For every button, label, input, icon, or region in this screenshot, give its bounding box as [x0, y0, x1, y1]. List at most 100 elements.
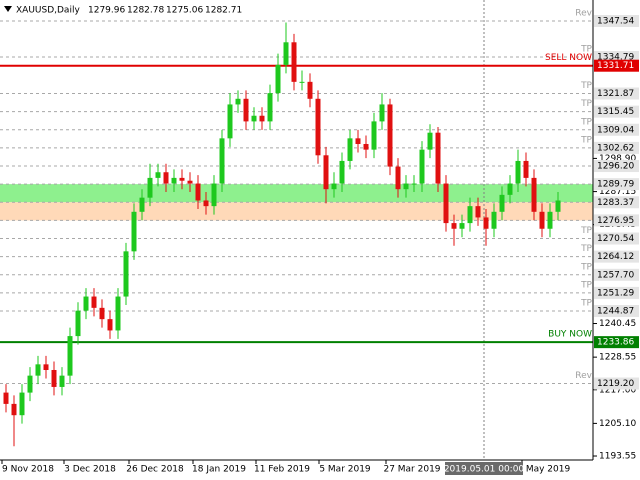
candle-body: [419, 149, 425, 184]
candle-body: [403, 183, 409, 190]
candle-body: [83, 296, 89, 311]
y-tick-label: 1287.15: [599, 187, 636, 197]
level-price-label: 1244.87: [597, 307, 634, 317]
candle-body: [323, 155, 329, 190]
menu-icon[interactable]: [4, 6, 12, 12]
level-price-label: 1321.87: [597, 89, 634, 99]
candle-body: [11, 403, 17, 416]
candle-body: [187, 180, 193, 184]
candle-body: [115, 296, 121, 331]
candle-body: [211, 183, 217, 207]
candle-body: [195, 183, 201, 201]
level-text: BUY NOW: [548, 330, 592, 340]
candle-body: [163, 172, 169, 184]
candle-body: [75, 310, 81, 337]
level-price-label: 1309.04: [597, 125, 634, 135]
candle-body: [379, 104, 385, 122]
level-text: TP: [580, 244, 592, 254]
candle-body: [251, 115, 257, 122]
x-tick-label: 26 Dec 2018: [126, 465, 184, 475]
candle-body: [219, 138, 225, 184]
level-text: TP: [580, 135, 592, 145]
level-price-box: [594, 336, 639, 349]
candle-body: [155, 172, 161, 178]
level-price-box: [594, 377, 639, 390]
level-text: TP: [580, 280, 592, 290]
level-text: TP: [580, 81, 592, 91]
candle-body: [275, 64, 281, 94]
y-tick-label: 1217.00: [599, 385, 636, 395]
candle-body: [203, 200, 209, 207]
ohlc-value: 1275.06: [166, 6, 203, 16]
candle-body: [227, 104, 233, 139]
level-price-box: [594, 286, 639, 299]
candle-body: [371, 121, 377, 150]
level-price-box: [594, 87, 639, 100]
level-price-label: 1264.12: [597, 252, 634, 262]
candle-body: [435, 132, 441, 184]
candle-body: [515, 160, 521, 184]
candle-body: [235, 98, 241, 105]
ohlc-value: 1282.71: [205, 6, 242, 16]
level-price-label: 1219.20: [597, 379, 634, 389]
candle-body: [179, 177, 185, 181]
candle-body: [51, 369, 57, 387]
candle-body: [475, 206, 481, 218]
candle-body: [459, 223, 465, 229]
level-text: Rev: [575, 8, 592, 18]
candle-body: [499, 194, 505, 212]
level-price-label: 1251.29: [597, 288, 634, 298]
symbol: XAUUSD,Daily: [16, 6, 80, 16]
candle-body: [451, 223, 457, 229]
candle-body: [147, 177, 153, 198]
x-tick-label: 5 Mar 2019: [319, 465, 371, 475]
level-price-label: 1347.54: [597, 16, 634, 26]
candle-body: [27, 375, 33, 393]
level-text: TP: [580, 99, 592, 109]
level-text: TP: [580, 226, 592, 236]
level-price-label: 1296.20: [597, 162, 634, 172]
candle-body: [123, 251, 129, 297]
level-text: TP: [580, 117, 592, 127]
x-tick-label: 3 Dec 2018: [64, 465, 116, 475]
level-price-box: [594, 232, 639, 245]
candle-body: [43, 364, 49, 370]
level-price-label: 1331.71: [597, 61, 634, 71]
level-price-label: 1315.45: [597, 107, 634, 117]
candle-body: [59, 375, 65, 387]
candle-body: [19, 392, 25, 416]
candle-body: [291, 42, 297, 82]
candle-body: [355, 138, 361, 144]
candle-body: [139, 197, 145, 212]
candle-body: [427, 132, 433, 150]
level-text: TP: [580, 45, 592, 55]
candle-body: [35, 364, 41, 376]
level-text: Rev: [575, 371, 592, 381]
candle-body: [411, 183, 417, 185]
level-price-box: [594, 268, 639, 281]
candle-body: [243, 98, 249, 122]
candle-body: [307, 81, 313, 99]
candle-body: [67, 336, 73, 376]
candle-body: [107, 319, 113, 331]
level-price-label: 1276.95: [597, 216, 634, 226]
candle-body: [539, 211, 545, 229]
level-price-box: [594, 250, 639, 263]
level-price-label: 1233.86: [597, 338, 634, 348]
candle-body: [547, 211, 553, 229]
candle-body: [331, 183, 337, 190]
y-tick-label: 1298.90: [599, 154, 636, 164]
level-price-label: 1289.79: [597, 180, 634, 190]
candle-body: [267, 93, 273, 122]
candle-body: [283, 42, 289, 65]
y-tick-label: 1228.55: [599, 353, 636, 363]
candle-body: [491, 211, 497, 229]
y-tick-label: 1193.55: [599, 452, 636, 462]
candle-body: [467, 206, 473, 224]
candle-body: [555, 200, 561, 212]
level-text: TP: [580, 262, 592, 272]
level-price-box: [594, 59, 639, 72]
level-price-label: 1302.62: [597, 143, 634, 153]
y-tick-label: 1205.10: [599, 419, 636, 429]
